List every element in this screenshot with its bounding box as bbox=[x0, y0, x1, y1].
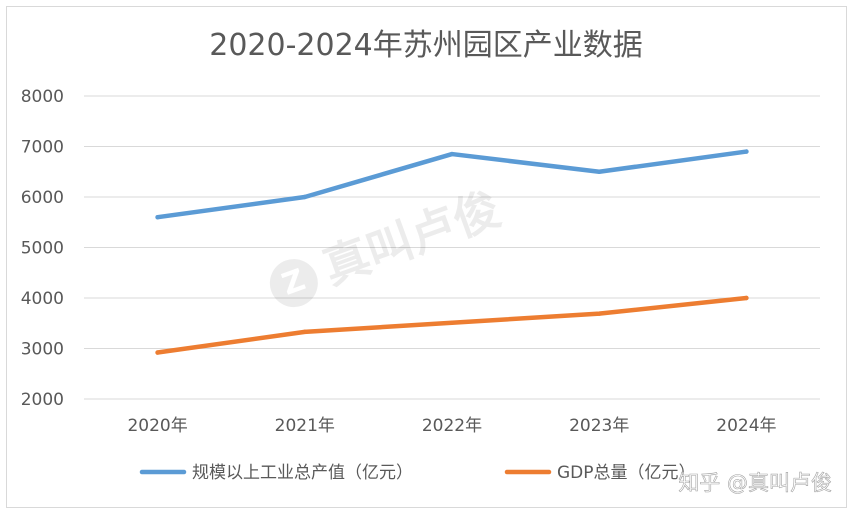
legend-label-1: GDP总量（亿元） bbox=[557, 463, 696, 483]
chart-frame bbox=[6, 6, 847, 508]
chart-title: 2020-2024年苏州园区产业数据 bbox=[209, 28, 643, 63]
data-point bbox=[155, 215, 160, 220]
y-tick-label: 2000 bbox=[21, 390, 64, 410]
data-point bbox=[597, 311, 602, 316]
gridlines bbox=[84, 95, 820, 400]
data-point bbox=[449, 320, 455, 325]
data-point bbox=[302, 194, 307, 200]
y-tick-label: 8000 bbox=[21, 87, 64, 107]
y-tick-label: 7000 bbox=[21, 138, 64, 158]
x-axis-ticks: 2020年 2021年 2022年 2023年 2024年 bbox=[127, 416, 776, 436]
data-point bbox=[155, 350, 160, 355]
data-point bbox=[449, 151, 455, 157]
x-tick-label: 2024年 bbox=[716, 416, 776, 436]
data-point bbox=[302, 329, 307, 335]
x-tick-label: 2020年 bbox=[127, 416, 187, 436]
series-lines bbox=[155, 149, 749, 355]
data-point bbox=[597, 169, 602, 174]
data-point bbox=[744, 149, 749, 154]
data-point bbox=[744, 295, 749, 301]
x-tick-label: 2021年 bbox=[275, 416, 335, 436]
y-axis-ticks: 2000 3000 4000 5000 6000 7000 8000 bbox=[21, 87, 64, 410]
y-tick-label: 5000 bbox=[21, 239, 64, 259]
legend-label-0: 规模以上工业总产值（亿元） bbox=[192, 463, 413, 483]
x-tick-label: 2022年 bbox=[422, 416, 482, 436]
y-tick-label: 4000 bbox=[21, 289, 64, 309]
zhihu-logo-icon: Z bbox=[269, 259, 318, 308]
corner-watermark: 知乎 @真叫卢俊 bbox=[678, 471, 832, 495]
y-tick-label: 6000 bbox=[21, 188, 64, 208]
y-tick-label: 3000 bbox=[21, 340, 64, 360]
legend: 规模以上工业总产值（亿元） GDP总量（亿元） bbox=[139, 463, 696, 483]
x-tick-label: 2023年 bbox=[569, 416, 629, 436]
